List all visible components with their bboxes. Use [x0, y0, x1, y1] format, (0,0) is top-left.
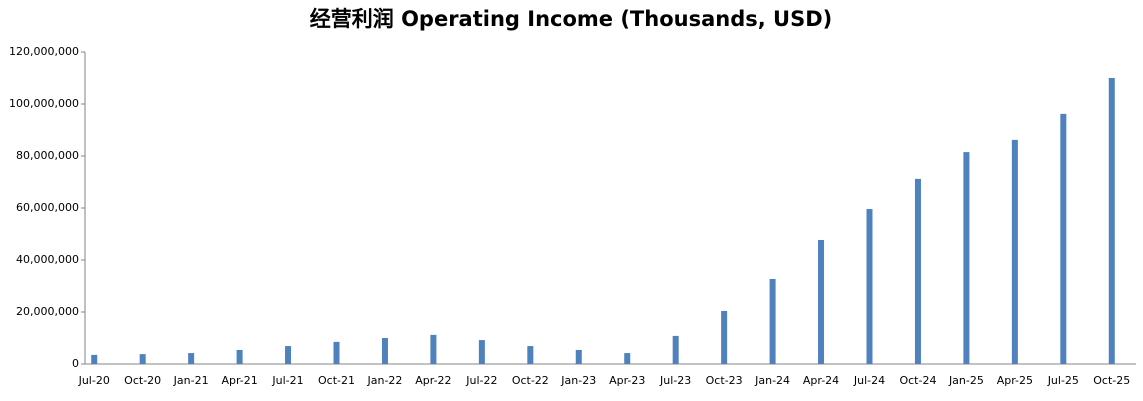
bar	[139, 354, 146, 364]
bar	[236, 349, 243, 364]
y-tick-label: 0	[72, 357, 79, 370]
x-tick-label: Jul-24	[853, 374, 885, 387]
bar	[963, 152, 970, 364]
x-tick-label: Jan-22	[366, 374, 402, 387]
bar	[188, 353, 195, 364]
bar	[527, 346, 534, 364]
x-tick-label: Jan-24	[754, 374, 790, 387]
x-tick-label: Apr-23	[609, 374, 645, 387]
bar	[478, 340, 485, 364]
bar	[91, 354, 98, 364]
bar	[333, 341, 340, 364]
bar	[672, 335, 679, 364]
x-tick-label: Jul-21	[271, 374, 303, 387]
x-tick-label: Oct-20	[124, 374, 161, 387]
bar	[1108, 78, 1115, 364]
x-tick-label: Jul-25	[1047, 374, 1079, 387]
x-tick-label: Jul-22	[465, 374, 497, 387]
y-tick-label: 60,000,000	[16, 201, 79, 214]
bar	[624, 353, 631, 364]
x-tick-label: Oct-23	[706, 374, 743, 387]
bar	[381, 338, 388, 364]
x-tick-label: Oct-25	[1093, 374, 1130, 387]
chart-title: 经营利润 Operating Income (Thousands, USD)	[310, 7, 832, 31]
x-tick-label: Apr-21	[221, 374, 257, 387]
x-tick-label: Oct-24	[899, 374, 936, 387]
bar	[285, 346, 292, 364]
bar	[818, 239, 825, 364]
x-tick-label: Jan-21	[173, 374, 209, 387]
y-tick-label: 80,000,000	[16, 149, 79, 162]
bar	[769, 278, 776, 364]
bar	[430, 334, 437, 364]
bar	[914, 178, 921, 364]
x-tick-label: Jul-23	[659, 374, 691, 387]
x-tick-label: Apr-22	[415, 374, 451, 387]
bar	[1011, 139, 1018, 364]
x-tick-label: Jan-25	[948, 374, 984, 387]
x-tick-label: Oct-21	[318, 374, 355, 387]
bar	[1060, 113, 1067, 364]
x-tick-label: Apr-24	[803, 374, 839, 387]
y-tick-label: 120,000,000	[9, 45, 79, 58]
bar	[866, 209, 873, 364]
x-tick-label: Jul-20	[78, 374, 110, 387]
y-tick-label: 100,000,000	[9, 97, 79, 110]
x-tick-label: Oct-22	[512, 374, 549, 387]
y-tick-label: 40,000,000	[16, 253, 79, 266]
x-tick-label: Apr-25	[997, 374, 1033, 387]
x-tick-label: Jan-23	[560, 374, 596, 387]
bar	[721, 310, 728, 364]
bar	[575, 349, 582, 364]
y-tick-label: 20,000,000	[16, 305, 79, 318]
